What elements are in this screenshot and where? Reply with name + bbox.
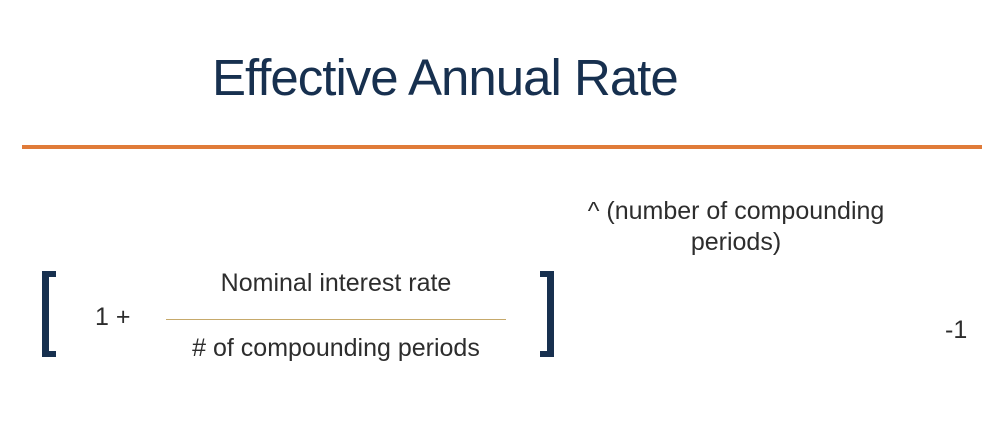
- formula-suffix: -1: [945, 316, 968, 344]
- right-bracket: [540, 271, 554, 357]
- formula-prefix: 1 +: [95, 303, 131, 331]
- formula-numerator: Nominal interest rate: [220, 269, 452, 297]
- fraction-line: [166, 319, 506, 320]
- formula-denominator: # of compounding periods: [192, 334, 480, 362]
- page-title: Effective Annual Rate: [212, 49, 679, 106]
- left-bracket: [42, 271, 56, 357]
- title-divider: [22, 145, 982, 149]
- formula-exponent: ^ (number of compounding periods): [587, 197, 885, 256]
